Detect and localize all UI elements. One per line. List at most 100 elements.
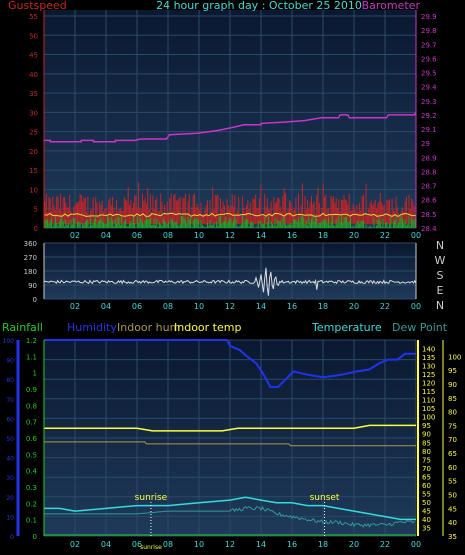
tick-label-hum: 30: [6, 475, 14, 482]
x-tick-label: 16: [287, 302, 297, 311]
tick-label-gust: 55: [29, 13, 38, 21]
tick-label-gust: 15: [29, 167, 38, 175]
compass-letter: E: [437, 284, 444, 297]
tick-label-temp: 130: [422, 363, 435, 371]
tick-label-baro: 29.5: [421, 70, 437, 78]
bottom-series: [44, 339, 416, 536]
tick-label-temp: 55: [422, 490, 431, 498]
tick-label-gust: 20: [29, 148, 38, 156]
x-tick-label: 00: [411, 540, 421, 549]
tick-label-temp: 100: [422, 414, 435, 422]
tick-label-hum: 80: [6, 377, 14, 384]
x-tick-label: 08: [163, 302, 173, 311]
tick-label-temp2: 85: [448, 395, 457, 403]
tick-label-temp2: 70: [448, 436, 457, 444]
tick-label-baro: 29.3: [421, 98, 437, 106]
x-tick-label: 18: [318, 540, 328, 549]
tick-label-dir: 270: [24, 254, 37, 262]
tick-label-gust: 25: [29, 129, 38, 137]
chart-title: 24 hour graph day : October 25 2010: [156, 0, 362, 12]
tick-label-hum: 50: [6, 436, 14, 443]
tick-label-temp2: 100: [448, 353, 461, 361]
tick-label-temp: 75: [422, 456, 431, 464]
tick-label-baro: 29.9: [421, 13, 437, 21]
indoor-hum-line: [44, 441, 416, 447]
tick-label-temp: 65: [422, 473, 431, 481]
x-tick-label: 02: [70, 302, 80, 311]
tick-label-temp: 70: [422, 465, 431, 473]
tick-label-temp: 105: [422, 405, 435, 413]
tick-label-hum: 20: [6, 495, 14, 502]
tick-label-gust: 45: [29, 52, 38, 60]
tick-label-rain: 0.8: [26, 402, 37, 410]
top-axes: 0 5 10 15 20 25 30 35 40 45 50 55 28.4 28.5 28.6 28.7 28…: [29, 10, 437, 240]
tick-label-temp: 140: [422, 346, 435, 354]
x-tick-label: 02: [70, 231, 80, 240]
sun-markers: sunrise sunset sunrise: [135, 493, 340, 551]
tick-label-temp: 45: [422, 507, 431, 515]
tick-label-baro: 28.7: [421, 183, 437, 191]
tick-label-gust: 0: [34, 225, 38, 233]
tick-label-rain: 0.3: [26, 484, 37, 492]
dew-point-line: [44, 505, 415, 528]
tick-label-rain: 0.2: [26, 500, 37, 508]
x-tick-label: 22: [380, 302, 390, 311]
tick-label-temp2: 95: [448, 367, 457, 375]
tick-label-baro: 29.4: [421, 84, 437, 92]
sunrise-label-bottom: sunrise: [140, 544, 162, 551]
legend-rainfall: Rainfall: [2, 321, 43, 334]
tick-label-temp2: 75: [448, 422, 457, 430]
tick-label-temp: 110: [422, 397, 435, 405]
tick-label-gust: 30: [29, 109, 38, 117]
x-tick-label: 10: [194, 231, 204, 240]
tick-label-baro: 29: [421, 140, 430, 148]
tick-label-temp: 35: [422, 524, 431, 532]
tick-label-dir: 90: [28, 282, 37, 290]
tick-label-rain: 1.2: [26, 337, 37, 345]
wind-direction-line: [43, 267, 417, 296]
tick-label-gust: 5: [34, 206, 38, 214]
x-tick-label: 00: [411, 231, 421, 240]
x-tick-label: 14: [256, 540, 266, 549]
tick-label-rain: 0: [33, 533, 37, 541]
x-tick-label: 10: [194, 540, 204, 549]
x-tick-label: 08: [163, 231, 173, 240]
tick-label-hum: 100: [3, 338, 15, 345]
sunrise-label: sunrise: [135, 493, 168, 503]
legend-gustspeed: Gustspeed: [8, 0, 67, 12]
x-tick-label: 14: [256, 231, 266, 240]
tick-label-baro: 28.8: [421, 168, 437, 176]
tick-label-rain: 0.9: [26, 386, 37, 394]
tick-label-baro: 29.8: [421, 27, 437, 35]
x-tick-label: 06: [132, 302, 142, 311]
tick-label-temp2: 55: [448, 478, 457, 486]
x-tick-label: 20: [349, 540, 359, 549]
tick-label-baro: 28.5: [421, 211, 437, 219]
barometer-line: [44, 111, 417, 143]
x-tick-label: 10: [194, 302, 204, 311]
tick-label-temp: 135: [422, 354, 435, 362]
x-tick-label: 20: [349, 302, 359, 311]
wind-bars: [44, 215, 416, 228]
wind-grid: [44, 242, 417, 300]
legend-dew-point: Dew Point: [392, 321, 448, 334]
sunset-label: sunset: [310, 493, 340, 503]
tick-label-temp: 95: [422, 422, 431, 430]
tick-label-temp: 120: [422, 380, 435, 388]
gustspeed-series: [43, 182, 417, 228]
tick-label-baro: 29.1: [421, 126, 437, 134]
tick-label-hum: 60: [6, 416, 14, 423]
x-tick-label: 06: [132, 231, 142, 240]
average-wind-line: [43, 212, 417, 217]
tick-label-baro: 29.6: [421, 55, 437, 63]
tick-label-temp2: 35: [448, 533, 457, 541]
legend-temperature: Temperature: [311, 321, 382, 334]
legend-barometer: Barometer: [362, 0, 421, 12]
tick-label-temp: 85: [422, 439, 431, 447]
compass-letter: S: [437, 269, 444, 282]
humidity-line: [44, 339, 416, 388]
tick-label-baro: 29.2: [421, 112, 437, 120]
tick-label-rain: 0.6: [26, 435, 38, 443]
tick-label-temp: 125: [422, 371, 435, 379]
